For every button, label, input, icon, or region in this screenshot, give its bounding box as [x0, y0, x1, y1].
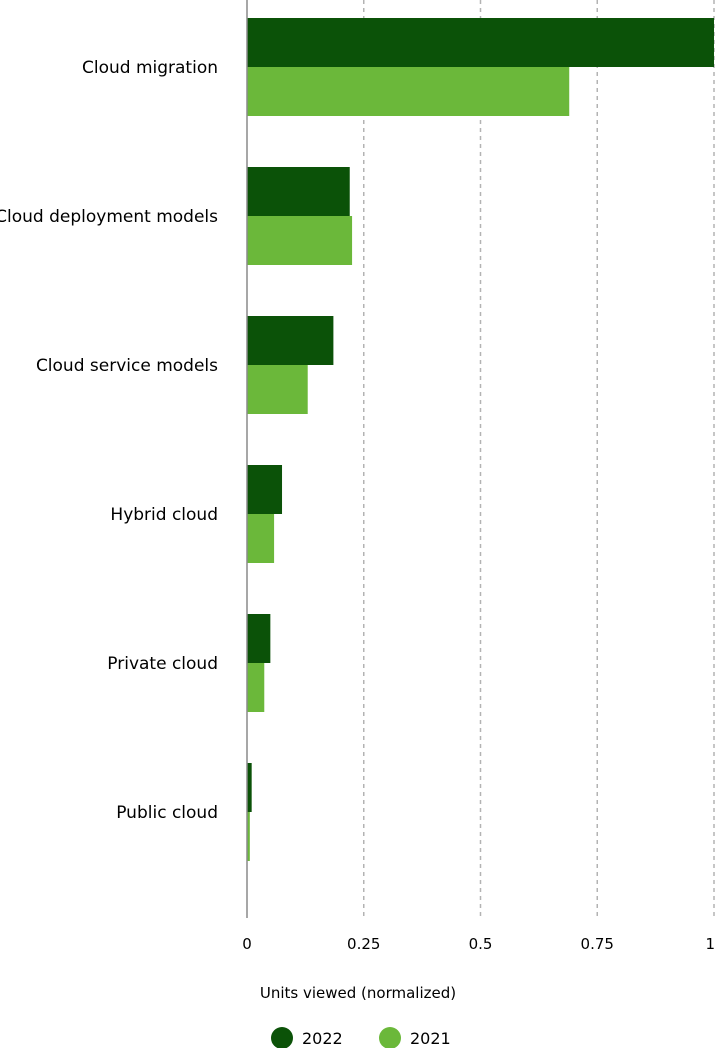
- bars: [247, 18, 714, 861]
- x-axis-title: Units viewed (normalized): [260, 984, 456, 1002]
- bar-public-cloud-2021: [247, 812, 250, 861]
- bar-public-cloud-2022: [247, 763, 252, 812]
- bar-private-cloud-2022: [247, 614, 271, 663]
- legend: 2022 2021: [271, 1027, 451, 1048]
- bar-cloud-service-models-2021: [247, 365, 308, 414]
- x-tick-label-0: 0: [242, 935, 252, 953]
- category-label-cloud-service-models: Cloud service models: [36, 356, 218, 376]
- bar-cloud-migration-2022: [247, 18, 714, 67]
- category-label-cloud-deployment-models: Cloud deployment models: [0, 207, 218, 227]
- x-tick-label-0-75: 0.75: [581, 935, 614, 953]
- legend-label-2021: 2021: [410, 1029, 451, 1048]
- tick-labels: 0 0.25 0.5 0.75 1: [242, 935, 715, 953]
- gridlines: [363, 0, 715, 918]
- category-label-hybrid-cloud: Hybrid cloud: [110, 505, 218, 525]
- category-label-public-cloud: Public cloud: [116, 803, 218, 823]
- legend-marker-2021: [379, 1027, 401, 1048]
- bar-cloud-deployment-models-2021: [247, 216, 353, 265]
- category-labels: Cloud migration Cloud deployment models Cl…: [0, 58, 218, 823]
- bar-cloud-migration-2021: [247, 67, 570, 116]
- category-label-private-cloud: Private cloud: [107, 654, 218, 674]
- bar-hybrid-cloud-2022: [247, 465, 283, 514]
- category-label-cloud-migration: Cloud migration: [82, 58, 218, 78]
- legend-marker-2022: [271, 1027, 293, 1048]
- legend-label-2022: 2022: [302, 1029, 343, 1048]
- x-tick-label-0-5: 0.5: [469, 935, 493, 953]
- bar-private-cloud-2021: [247, 663, 265, 712]
- x-tick-label-1: 1: [705, 935, 715, 953]
- bar-cloud-deployment-models-2022: [247, 167, 350, 216]
- x-tick-label-0-25: 0.25: [347, 935, 380, 953]
- bar-cloud-service-models-2022: [247, 316, 334, 365]
- bar-hybrid-cloud-2021: [247, 514, 275, 563]
